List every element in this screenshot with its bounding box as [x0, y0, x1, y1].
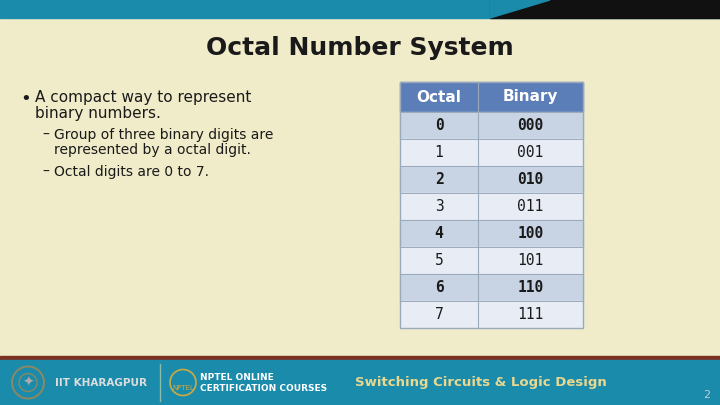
- Bar: [478, 193, 583, 220]
- Text: 7: 7: [435, 307, 444, 322]
- Text: Switching Circuits & Logic Design: Switching Circuits & Logic Design: [355, 376, 607, 389]
- Text: 3: 3: [435, 199, 444, 214]
- Text: binary numbers.: binary numbers.: [35, 106, 161, 121]
- Bar: [478, 82, 583, 112]
- Bar: [400, 301, 478, 328]
- Bar: [478, 301, 583, 328]
- Text: NPTEL ONLINE: NPTEL ONLINE: [200, 373, 274, 382]
- Text: –: –: [42, 165, 49, 179]
- Bar: [400, 112, 478, 139]
- Bar: [478, 139, 583, 166]
- Bar: [478, 247, 583, 274]
- Bar: [400, 220, 478, 247]
- Text: represented by a octal digit.: represented by a octal digit.: [54, 143, 251, 157]
- Bar: [400, 274, 478, 301]
- Bar: [490, 0, 720, 18]
- Bar: [478, 220, 583, 247]
- Text: •: •: [20, 90, 31, 108]
- Text: 6: 6: [435, 280, 444, 295]
- Bar: [400, 139, 478, 166]
- Text: Octal digits are 0 to 7.: Octal digits are 0 to 7.: [54, 165, 209, 179]
- Bar: [400, 166, 478, 193]
- Text: 2: 2: [435, 172, 444, 187]
- Text: 5: 5: [435, 253, 444, 268]
- Text: 110: 110: [518, 280, 544, 295]
- Text: 011: 011: [518, 199, 544, 214]
- Text: 1: 1: [435, 145, 444, 160]
- Text: 0: 0: [435, 118, 444, 133]
- Text: 001: 001: [518, 145, 544, 160]
- Text: 010: 010: [518, 172, 544, 187]
- Bar: [0, 360, 720, 405]
- Text: A compact way to represent: A compact way to represent: [35, 90, 251, 105]
- Bar: [400, 193, 478, 220]
- Bar: [478, 274, 583, 301]
- Text: 111: 111: [518, 307, 544, 322]
- Text: ✦: ✦: [22, 375, 34, 390]
- Text: Binary: Binary: [503, 90, 558, 104]
- Text: 100: 100: [518, 226, 544, 241]
- Text: 2: 2: [703, 390, 710, 400]
- Text: Octal Number System: Octal Number System: [206, 36, 514, 60]
- Bar: [478, 112, 583, 139]
- Bar: [0, 0, 720, 18]
- Text: –: –: [42, 128, 49, 142]
- Bar: [400, 247, 478, 274]
- Bar: [400, 82, 583, 328]
- Text: IIT KHARAGPUR: IIT KHARAGPUR: [55, 377, 147, 388]
- Text: Octal: Octal: [417, 90, 462, 104]
- Text: CERTIFICATION COURSES: CERTIFICATION COURSES: [200, 384, 327, 393]
- Text: 101: 101: [518, 253, 544, 268]
- Text: NPTEL: NPTEL: [172, 386, 194, 392]
- Bar: [478, 166, 583, 193]
- Polygon shape: [490, 0, 550, 18]
- Text: 000: 000: [518, 118, 544, 133]
- Text: 4: 4: [435, 226, 444, 241]
- Bar: [0, 356, 720, 360]
- Text: Group of three binary digits are: Group of three binary digits are: [54, 128, 274, 142]
- Bar: [400, 82, 478, 112]
